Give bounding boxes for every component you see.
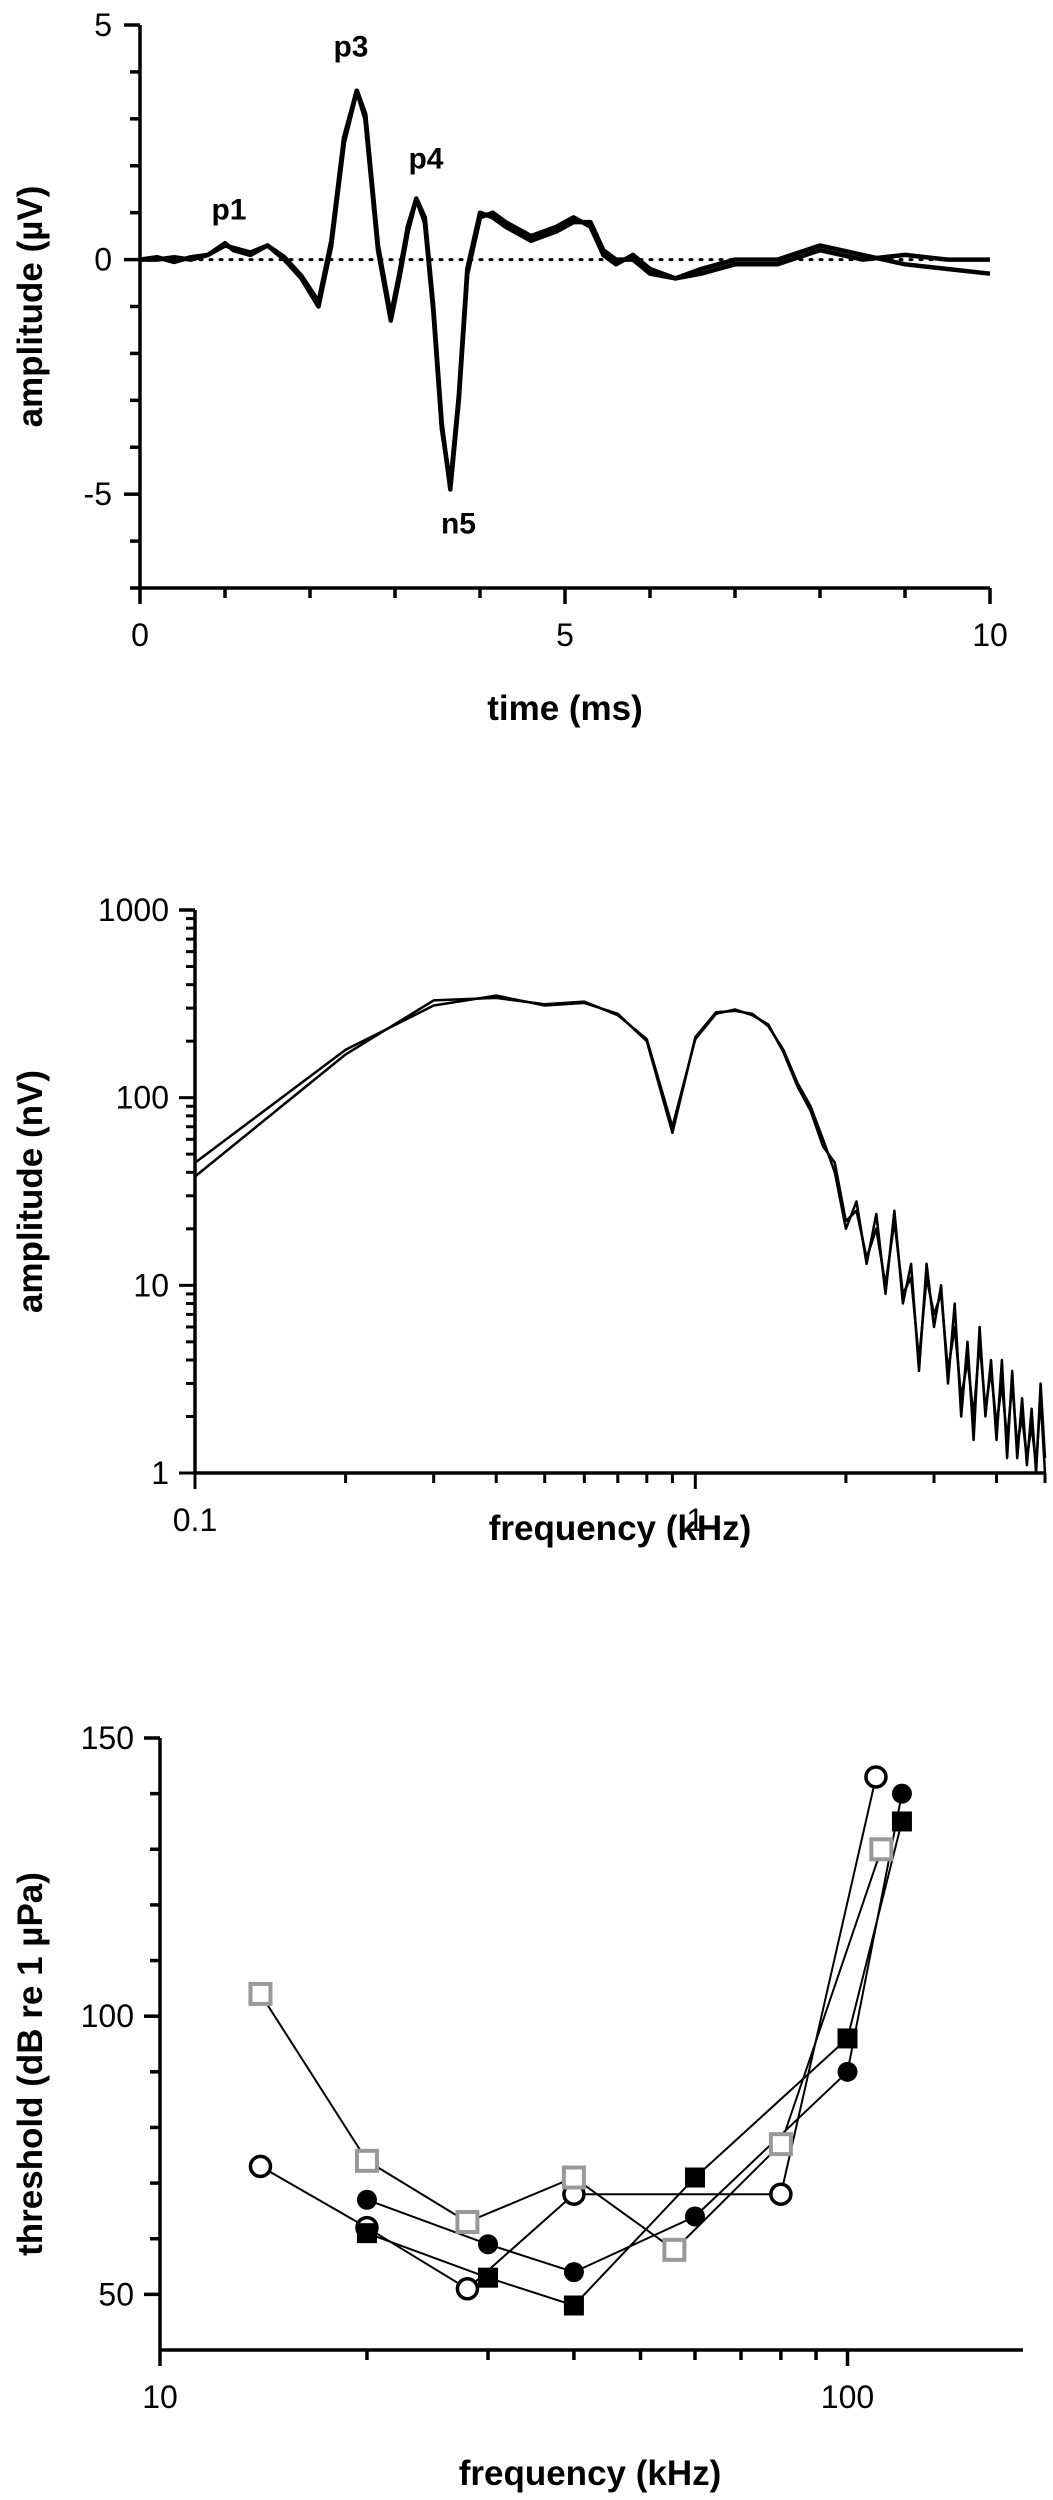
x-axis-title: time (ms) [487,689,643,728]
y-tick-label: 5 [94,7,112,43]
x-axis-title: frequency (kHz) [489,1509,752,1548]
threshold-line-1 [260,1776,877,2291]
chart-panel-time-waveform: 5 0 -5 0 5 10 p1 p3 p4 n5 time (ms) amplitude (µV) [0,0,1053,760]
threshold-line-3 [366,1821,903,2307]
y-tick-label: 10 [133,1267,169,1303]
filled-square-point [684,2167,705,2188]
open-square-point [561,2165,586,2190]
filled-circle-point [891,1783,912,1804]
open-circle-point [769,2182,793,2206]
y-tick-label: 100 [116,1080,169,1116]
time-waveform-chart: 5 0 -5 0 5 10 p1 p3 p4 n5 time (ms) amplitude (µV) [11,7,1008,728]
y-tick-label: 150 [81,1720,134,1756]
y-tick-label: 1 [151,1455,169,1491]
chart-panel-audiogram: 150 100 50 10 100 frequency (kHz) threshold (d… [0,1720,1053,2500]
peak-label-p1: p1 [211,194,246,227]
open-square-point [662,2237,687,2262]
filled-circle-point [563,2262,584,2283]
threshold-line-2 [366,1793,903,2274]
y-tick-label: -5 [84,476,112,512]
spectrum-series-2 [194,996,1047,1474]
x-tick-label: 10 [142,2379,178,2415]
y-tick-label: 50 [98,2276,134,2312]
open-square-point [455,2210,480,2235]
filled-circle-point [478,2234,499,2255]
x-tick-label: 0.1 [173,1502,217,1538]
y-axis-title: amplitude (nV) [11,1070,50,1313]
waveform-series-1 [139,88,990,492]
x-tick-label: 0 [131,617,149,653]
open-square-point [248,1981,273,2006]
y-tick-label: 1000 [98,892,169,928]
y-axis-title: amplitude (µV) [11,186,50,428]
filled-square-point [891,1811,912,1832]
filled-circle-point [356,2189,377,2210]
open-square-point [768,2132,793,2157]
filled-circle-point [684,2206,705,2227]
filled-square-point [356,2223,377,2244]
y-tick-label: 100 [81,1998,134,2034]
spectrum-series-1 [194,994,1047,1475]
x-tick-label: 10 [972,617,1008,653]
x-tick-label: 5 [556,617,574,653]
x-tick-label: 100 [821,2379,874,2415]
filled-square-point [837,2028,858,2049]
waveform-series-2 [140,88,991,488]
peak-label-p3: p3 [333,31,368,64]
y-tick-label: 0 [94,242,112,278]
filled-square-point [563,2295,584,2316]
filled-square-point [478,2267,499,2288]
chart-panel-spectrum: 1000 100 10 1 0.1 1 frequency (kHz) amplitude (… [0,880,1053,1550]
filled-circle-point [837,2061,858,2082]
open-square-point [354,2148,379,2173]
open-circle-point [864,1765,888,1789]
y-axis-title: threshold (dB re 1 µPa) [11,1872,50,2256]
open-circle-point [248,2154,273,2179]
peak-label-p4: p4 [408,143,443,176]
peak-label-n5: n5 [441,507,476,540]
open-square-point [869,1837,894,1862]
x-axis-title: frequency (kHz) [459,2454,722,2493]
open-circle-point [455,2277,480,2301]
x-tick-label: 1 [686,1502,704,1538]
threshold-audiogram-chart: 150 100 50 10 100 frequency (kHz) threshold (d… [11,1720,1023,2493]
